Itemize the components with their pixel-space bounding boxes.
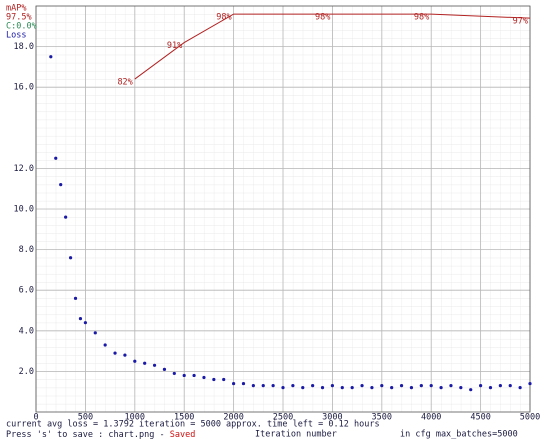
max-batches: in cfg max_batches=5000	[400, 430, 518, 439]
loss-point	[291, 384, 295, 388]
y-tick-label: 16.0	[14, 83, 34, 93]
loss-point	[59, 183, 63, 187]
loss-point	[172, 371, 176, 376]
legend-map: mAP%	[6, 4, 26, 14]
best-map: 97.5%	[6, 13, 32, 23]
loss-point	[320, 386, 325, 390]
x-tick-label: 4500	[470, 413, 490, 423]
map-label: 91%	[167, 41, 182, 51]
x-tick-label: 4000	[421, 413, 441, 423]
loss-point	[93, 331, 97, 335]
loss-point	[123, 353, 127, 357]
plot-frame	[35, 5, 531, 413]
x-tick-label: 5000	[520, 413, 540, 423]
loss-point	[528, 381, 532, 386]
loss-point	[498, 384, 502, 388]
loss-point	[271, 384, 275, 388]
loss-point	[222, 377, 226, 382]
loss-point	[192, 373, 196, 378]
loss-point	[251, 384, 255, 388]
loss-point	[469, 388, 473, 392]
loss-point	[518, 386, 522, 390]
y-tick-label: 12.0	[14, 164, 34, 174]
loss-point	[479, 384, 483, 388]
map-label: 97%	[513, 17, 528, 27]
loss-point	[162, 367, 167, 371]
loss-point	[182, 373, 186, 378]
loss-point	[390, 386, 394, 390]
loss-point	[370, 386, 374, 390]
loss-point	[103, 343, 107, 347]
loss-point	[311, 384, 315, 388]
loss-point	[508, 384, 512, 388]
map-line	[134, 13, 531, 80]
loss-point	[350, 386, 354, 390]
loss-point	[64, 215, 68, 219]
loss-point	[83, 321, 87, 325]
map-label: 98%	[414, 13, 429, 23]
y-tick-label: 8.0	[19, 245, 34, 255]
loss-point	[449, 384, 453, 388]
save-hint-text: Press 's' to save : chart.png -	[6, 430, 170, 439]
loss-point	[133, 359, 137, 363]
loss-point	[68, 256, 73, 260]
loss-point	[152, 363, 157, 367]
loss-point	[202, 375, 206, 380]
x-tick-label: 500	[78, 413, 93, 423]
y-tick-label: 6.0	[19, 286, 34, 296]
loss-point	[232, 381, 236, 386]
map-label: 98%	[315, 13, 330, 23]
loss-point	[49, 55, 53, 59]
loss-point	[73, 296, 78, 300]
loss-point	[439, 386, 443, 390]
x-tick-label: 2000	[223, 413, 243, 423]
y-tick-label: 2.0	[19, 367, 34, 377]
loss-point	[380, 384, 384, 388]
loss-point	[113, 351, 117, 355]
loss-point	[360, 384, 364, 388]
y-tick-label: 4.0	[19, 326, 34, 336]
x-tick-label: 2500	[273, 413, 293, 423]
x-tick-label: 3500	[372, 413, 392, 423]
y-tick-label: 10.0	[14, 205, 34, 215]
loss-point	[330, 384, 334, 388]
map-label: 98%	[216, 13, 231, 23]
map-label: 82%	[117, 78, 132, 88]
x-axis-title: Iteration number	[255, 430, 337, 439]
loss-point	[399, 384, 404, 388]
loss-point	[78, 317, 83, 321]
status-line: current avg loss = 1.3792 iteration = 50…	[6, 420, 380, 430]
c-label: C:0.0%	[6, 22, 37, 32]
loss-point	[301, 386, 305, 390]
loss-point	[488, 386, 493, 390]
x-tick-label: 1000	[125, 413, 145, 423]
loss-point	[340, 386, 344, 390]
loss-point	[241, 381, 246, 386]
loss-point	[54, 156, 58, 160]
saved: Saved	[170, 430, 196, 439]
loss-point	[419, 384, 423, 388]
x-tick-label: 3000	[322, 413, 342, 423]
loss-point	[212, 377, 216, 382]
loss-point	[409, 386, 414, 390]
loss-point	[459, 386, 463, 390]
x-tick-label: 1500	[174, 413, 194, 423]
loss-point	[429, 384, 433, 388]
loss-point	[143, 361, 147, 365]
save-hint: Press 's' to save : chart.png - Saved	[6, 430, 195, 439]
y-tick-label: 18.0	[14, 42, 34, 52]
loss-point	[261, 384, 265, 388]
legend-loss: Loss	[6, 31, 26, 41]
loss-point	[281, 386, 285, 390]
x-tick-label: 0	[33, 413, 38, 423]
